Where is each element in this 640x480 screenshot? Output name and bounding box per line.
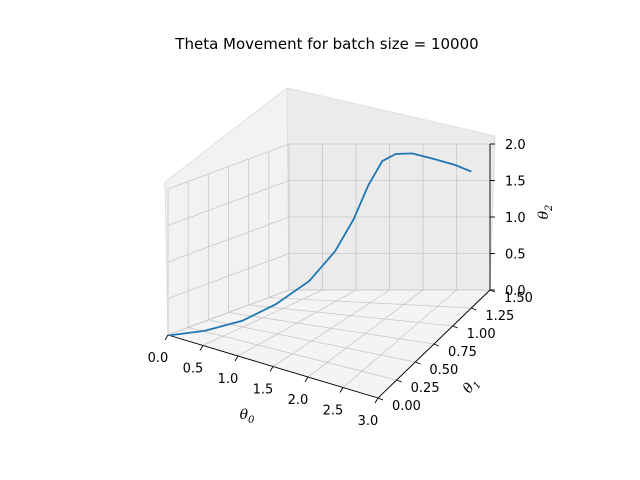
z-tick-label: 2.0 bbox=[505, 138, 526, 153]
y-tick-label: 0.50 bbox=[429, 363, 458, 378]
back-pane bbox=[286, 87, 496, 291]
grid-line-z bbox=[167, 216, 290, 263]
y-tick-mark bbox=[452, 325, 458, 329]
z-tick-label: 0.5 bbox=[505, 248, 526, 263]
x-tick-label: 2.5 bbox=[323, 404, 344, 419]
x-tick-label: 3.0 bbox=[358, 414, 379, 429]
axis-panes bbox=[164, 86, 496, 399]
y-tick-mark bbox=[377, 397, 384, 401]
chart-title: Theta Movement for batch size = 10000 bbox=[174, 35, 478, 53]
grid-lines bbox=[167, 143, 491, 399]
grid-line-z bbox=[167, 180, 290, 226]
x-tick-mark bbox=[374, 397, 379, 404]
z-tick-label: 1.5 bbox=[505, 175, 526, 190]
z-axis-label: θ2 bbox=[536, 205, 555, 220]
z-tick-label: 0.0 bbox=[505, 284, 526, 299]
y-tick-mark bbox=[471, 307, 477, 311]
x-tick-label: 2.0 bbox=[288, 393, 309, 408]
y-tick-label: 0.00 bbox=[392, 399, 421, 414]
y-tick-mark bbox=[433, 343, 440, 347]
grid-line-y bbox=[208, 319, 416, 363]
grid-line-y bbox=[268, 297, 472, 309]
y-axis-label: θ1 bbox=[460, 375, 484, 398]
y-tick-label: 1.00 bbox=[467, 327, 496, 342]
z-tick-label: 1.0 bbox=[505, 211, 526, 226]
x-tick-mark bbox=[304, 376, 309, 383]
grid-line-y bbox=[188, 327, 397, 381]
y-tick-label: 1.50 bbox=[504, 291, 533, 306]
grid-line-z bbox=[167, 289, 290, 336]
y-tick-label: 1.25 bbox=[485, 309, 514, 324]
tick-labels: 0.0 0.5 1.0 1.5 2.0 2.5 3.0 0.00 0.25 0.50 0.75 1.0… bbox=[148, 138, 533, 429]
x-tick-mark bbox=[269, 366, 274, 372]
x-tick-mark bbox=[234, 355, 239, 362]
grid-line-z bbox=[167, 253, 290, 299]
x-tick-mark bbox=[339, 387, 344, 393]
y-tick-label: 0.75 bbox=[448, 345, 477, 360]
grid-line-y bbox=[248, 304, 453, 327]
x-tick-mark bbox=[164, 334, 169, 341]
grid-line-z bbox=[167, 143, 290, 190]
x-tick-label: 1.0 bbox=[218, 372, 239, 387]
grid-line-y bbox=[228, 312, 435, 345]
y-tick-label: 0.25 bbox=[411, 381, 440, 396]
y-tick-mark bbox=[415, 361, 421, 365]
series-line bbox=[169, 152, 472, 337]
y-tick-mark bbox=[396, 379, 402, 383]
x-tick-label: 0.0 bbox=[148, 351, 169, 366]
x-tick-mark bbox=[199, 345, 204, 351]
x-tick-label: 1.5 bbox=[253, 383, 274, 398]
x-tick-label: 0.5 bbox=[183, 362, 204, 377]
x-axis-label: θ0 bbox=[240, 407, 255, 426]
